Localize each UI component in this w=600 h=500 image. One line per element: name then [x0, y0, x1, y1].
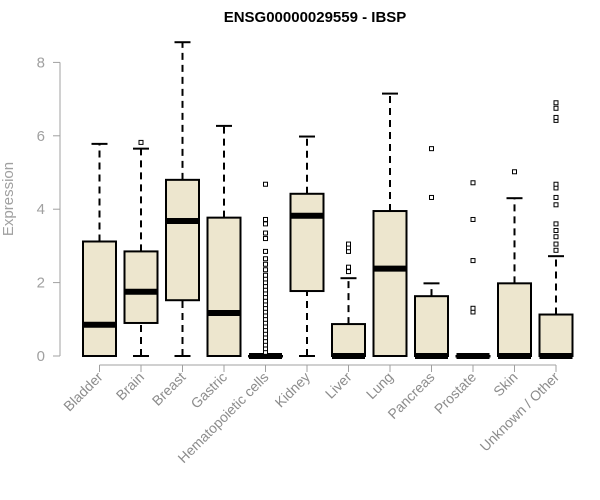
x-tick-label: Skin — [490, 369, 521, 400]
y-axis-label: Expression — [0, 162, 17, 236]
outlier-point — [553, 105, 559, 111]
box — [331, 323, 366, 358]
outlier-point — [470, 216, 476, 222]
box-group — [538, 100, 574, 359]
outlier-point — [263, 221, 268, 227]
x-tick-label: Breast — [149, 369, 189, 409]
box — [414, 295, 449, 357]
box — [123, 250, 159, 324]
outlier-point — [346, 269, 351, 275]
box-group — [455, 180, 491, 359]
outlier-point — [470, 305, 476, 311]
x-tick-label: Prostate — [431, 369, 479, 417]
outlier-point — [263, 272, 268, 278]
outlier-point — [263, 230, 268, 236]
outlier-point — [263, 181, 268, 187]
outlier-point — [346, 264, 351, 270]
outlier-point — [553, 247, 559, 253]
box-group — [206, 124, 242, 357]
y-tick-label: 0 — [37, 348, 45, 365]
x-tick-label: Kidney — [272, 369, 314, 411]
outlier-point — [263, 267, 268, 273]
outlier-point — [263, 261, 268, 267]
box — [538, 313, 574, 357]
outlier-point — [553, 202, 559, 208]
box-group — [497, 169, 532, 359]
y-axis: 0 2 4 6 8 — [37, 54, 61, 365]
y-tick-label: 6 — [37, 128, 45, 145]
outlier-point — [553, 100, 559, 106]
y-tick-label: 4 — [37, 201, 45, 218]
y-tick-label: 2 — [37, 275, 45, 292]
x-tick-label: Bladder — [60, 369, 106, 415]
outlier-point — [553, 227, 559, 233]
outlier-point — [553, 194, 559, 200]
x-tick-label: Liver — [322, 369, 355, 402]
box-group — [331, 241, 366, 359]
box-group — [123, 139, 159, 357]
outlier-point — [553, 241, 559, 247]
outlier-point — [263, 248, 268, 254]
box-group — [165, 41, 200, 357]
box — [372, 210, 408, 357]
outlier-point — [263, 216, 268, 222]
outlier-point — [553, 181, 559, 187]
box-group — [289, 135, 325, 357]
outlier-point — [263, 256, 268, 262]
outlier-point — [553, 234, 559, 240]
outlier-point — [263, 236, 268, 242]
box — [165, 178, 200, 302]
box-group — [414, 146, 449, 359]
outlier-point — [470, 258, 476, 264]
y-tick-label: 8 — [37, 54, 45, 71]
box-group — [248, 181, 283, 359]
outlier-point — [346, 241, 351, 247]
x-tick-label: Brain — [113, 369, 147, 403]
outlier-point — [429, 194, 434, 200]
outlier-point — [553, 114, 559, 120]
chart-title: ENSG00000029559 - IBSP — [224, 9, 407, 26]
box — [82, 240, 117, 357]
box-group — [372, 92, 408, 357]
plot-area — [82, 41, 574, 359]
box — [206, 216, 242, 357]
x-tick-label: Unknown / Other — [477, 369, 563, 455]
box — [289, 192, 325, 293]
x-tick-label: Lung — [363, 369, 396, 402]
outlier-point — [470, 180, 476, 186]
outlier-point — [512, 169, 517, 175]
outlier-point — [429, 146, 434, 152]
box-group — [82, 142, 117, 357]
box — [497, 282, 532, 358]
outlier-point — [138, 139, 144, 145]
outlier-point — [553, 221, 559, 227]
